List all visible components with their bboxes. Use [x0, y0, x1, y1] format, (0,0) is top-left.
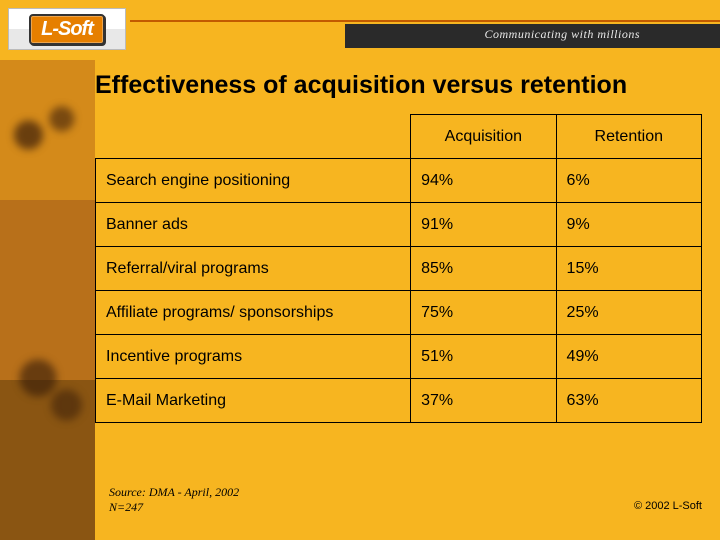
table-cell: 15% — [556, 247, 701, 291]
table-cell: 91% — [411, 203, 556, 247]
source-n: N=247 — [109, 500, 239, 516]
copyright-text: © 2002 L-Soft — [634, 500, 702, 512]
table-cell: Banner ads — [96, 203, 411, 247]
source-line: Source: DMA - April, 2002 — [109, 485, 239, 501]
brand-tagline: Communicating with millions — [484, 27, 640, 42]
table-row: Referral/viral programs 85% 15% — [96, 247, 702, 291]
table-cell: 75% — [411, 291, 556, 335]
table-cell: Search engine positioning — [96, 159, 411, 203]
slide-title: Effectiveness of acquisition versus rete… — [95, 70, 702, 100]
table-header-cell: Acquisition — [411, 115, 556, 159]
table-row: E-Mail Marketing 37% 63% — [96, 379, 702, 423]
table-cell: E-Mail Marketing — [96, 379, 411, 423]
table-cell: 6% — [556, 159, 701, 203]
table-cell: 63% — [556, 379, 701, 423]
table-cell: 25% — [556, 291, 701, 335]
table-cell: 37% — [411, 379, 556, 423]
table-cell: 85% — [411, 247, 556, 291]
table-row: Affiliate programs/ sponsorships 75% 25% — [96, 291, 702, 335]
table-row: Search engine positioning 94% 6% — [96, 159, 702, 203]
table-row: Banner ads 91% 9% — [96, 203, 702, 247]
table-cell: Referral/viral programs — [96, 247, 411, 291]
slide-content: Effectiveness of acquisition versus rete… — [95, 70, 702, 520]
accent-line — [130, 20, 720, 22]
table-header-cell: Retention — [556, 115, 701, 159]
table-cell: Incentive programs — [96, 335, 411, 379]
table-row: Incentive programs 51% 49% — [96, 335, 702, 379]
table-header-row: Acquisition Retention — [96, 115, 702, 159]
table-header-cell — [96, 115, 411, 159]
table-cell: Affiliate programs/ sponsorships — [96, 291, 411, 335]
source-footnote: Source: DMA - April, 2002 N=247 — [109, 485, 239, 516]
brand-logo-text: L-Soft — [29, 14, 105, 45]
slide-header: L-Soft Communicating with millions — [0, 0, 720, 60]
table-cell: 51% — [411, 335, 556, 379]
table-cell: 49% — [556, 335, 701, 379]
table-cell: 9% — [556, 203, 701, 247]
effectiveness-table: Acquisition Retention Search engine posi… — [95, 114, 702, 423]
table-cell: 94% — [411, 159, 556, 203]
brand-logo: L-Soft — [8, 8, 126, 50]
side-photo-strip — [0, 0, 95, 540]
